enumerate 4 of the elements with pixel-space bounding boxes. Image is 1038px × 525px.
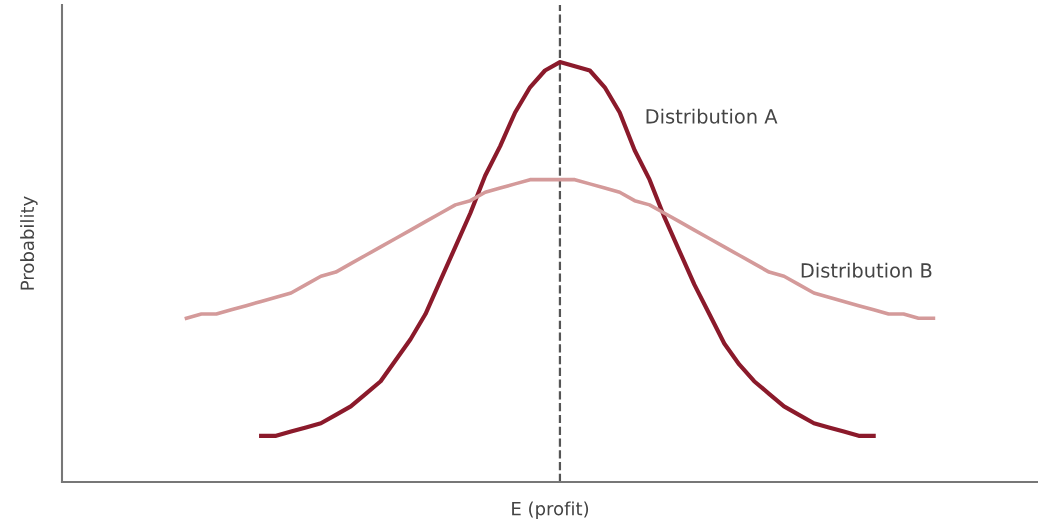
x-axis-title: E (profit) [512, 501, 589, 519]
series-label: Distribution A [646, 108, 778, 124]
text: Probability [20, 196, 38, 290]
series-label: Distribution B [801, 262, 932, 278]
